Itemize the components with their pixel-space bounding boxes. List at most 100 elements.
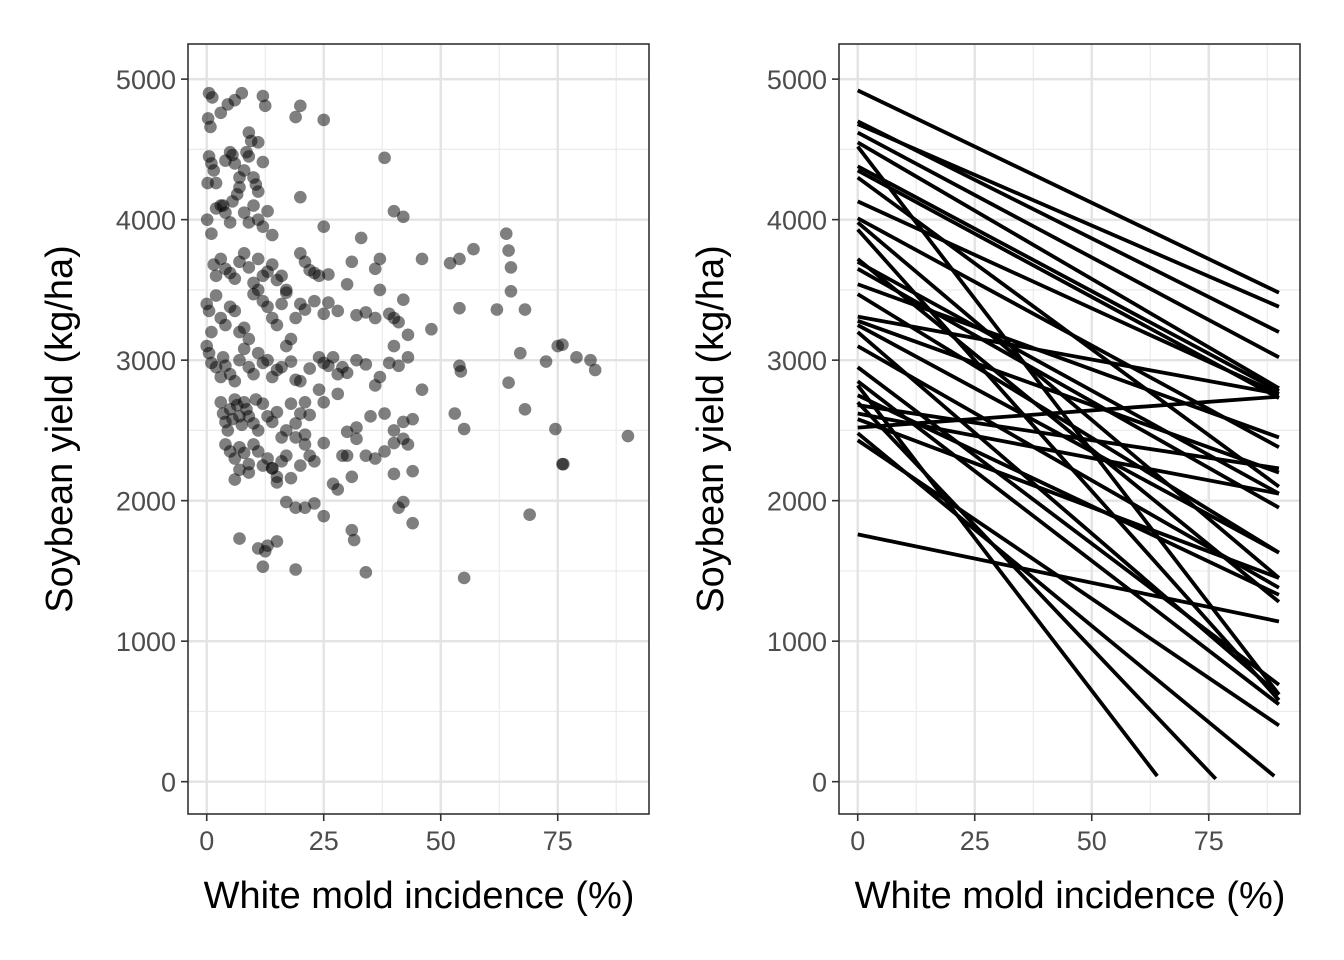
left-y-tick-label: 2000 bbox=[116, 487, 176, 517]
scatter-point bbox=[261, 300, 274, 314]
scatter-point bbox=[279, 449, 293, 462]
regression-line bbox=[857, 282, 1280, 440]
scatter-point bbox=[364, 410, 377, 423]
scatter-point bbox=[270, 318, 284, 332]
regression-line bbox=[856, 122, 1280, 309]
regression-line bbox=[856, 199, 1280, 396]
right-y-tick-label: 1000 bbox=[767, 627, 827, 657]
scatter-point bbox=[270, 470, 284, 484]
scatter-point bbox=[621, 429, 635, 443]
scatter-point bbox=[294, 99, 307, 113]
scatter-point bbox=[373, 283, 387, 297]
scatter-point bbox=[401, 438, 415, 451]
scatter-point bbox=[345, 523, 359, 537]
scatter-point bbox=[345, 255, 359, 269]
scatter-point bbox=[448, 407, 462, 420]
scatter-point bbox=[317, 220, 331, 233]
right-y-tick-label: 0 bbox=[812, 768, 827, 798]
scatter-point bbox=[258, 99, 272, 113]
regression-line bbox=[857, 532, 1280, 624]
scatter-point bbox=[200, 213, 214, 226]
scatter-point bbox=[453, 252, 466, 266]
scatter-point bbox=[207, 164, 221, 177]
scatter-point bbox=[251, 346, 265, 360]
scatter-point bbox=[354, 231, 368, 245]
scatter-point bbox=[228, 452, 242, 465]
scatter-point bbox=[237, 446, 251, 460]
scatter-point bbox=[270, 535, 284, 548]
scatter-point bbox=[378, 151, 391, 165]
right-x-tick-label: 25 bbox=[960, 826, 990, 856]
scatter-point bbox=[396, 495, 410, 509]
regression-line bbox=[856, 384, 1159, 778]
scatter-point bbox=[298, 501, 312, 514]
scatter-point bbox=[228, 304, 242, 318]
scatter-point bbox=[214, 106, 228, 120]
scatter-point bbox=[396, 293, 410, 307]
scatter-point bbox=[331, 387, 345, 401]
regression-line bbox=[857, 319, 1280, 475]
scatter-point bbox=[298, 303, 312, 316]
scatter-point bbox=[502, 244, 515, 257]
scatter-point bbox=[523, 508, 536, 522]
scatter-point bbox=[326, 351, 340, 364]
scatter-point bbox=[294, 374, 307, 388]
scatter-point bbox=[289, 311, 302, 325]
scatter-point bbox=[289, 563, 302, 576]
regression-line bbox=[856, 438, 1281, 728]
scatter-point bbox=[242, 466, 256, 479]
scatter-point bbox=[415, 383, 429, 396]
scatter-point bbox=[378, 407, 391, 420]
scatter-point bbox=[518, 303, 532, 316]
scatter-point bbox=[235, 418, 249, 432]
scatter-point bbox=[289, 431, 302, 444]
scatter-point bbox=[251, 283, 265, 297]
scatter-point bbox=[317, 396, 331, 409]
scatter-point bbox=[331, 304, 345, 318]
scatter-point bbox=[237, 164, 251, 177]
scatter-point bbox=[298, 438, 312, 451]
scatter-point bbox=[265, 228, 279, 242]
scatter-point bbox=[209, 289, 223, 302]
regression-line bbox=[856, 140, 1280, 390]
scatter-point bbox=[406, 464, 419, 478]
scatter-point bbox=[312, 383, 326, 396]
scatter-point bbox=[387, 424, 401, 437]
scatter-point bbox=[256, 560, 270, 574]
scatter-point bbox=[392, 315, 405, 329]
right-y-tick-label: 5000 bbox=[767, 65, 827, 95]
scatter-point bbox=[289, 110, 302, 124]
scatter-point bbox=[359, 306, 373, 319]
scatter-point bbox=[206, 91, 219, 104]
scatter-point bbox=[223, 216, 237, 229]
scatter-point bbox=[205, 325, 218, 339]
regression-line bbox=[856, 216, 1280, 449]
scatter-point bbox=[340, 425, 354, 439]
scatter-point bbox=[237, 321, 251, 335]
right-x-tick-label: 50 bbox=[1077, 826, 1107, 856]
scatter-point bbox=[308, 294, 321, 308]
regression-line bbox=[856, 88, 1280, 295]
scatter-point bbox=[251, 136, 265, 149]
scatter-point bbox=[279, 339, 293, 353]
scatter-point bbox=[279, 286, 293, 300]
scatter-point bbox=[467, 242, 480, 256]
scatter-point bbox=[209, 269, 223, 283]
scatter-point bbox=[504, 261, 518, 274]
scatter-point bbox=[453, 301, 466, 315]
scatter-point bbox=[233, 353, 246, 367]
scatter-point bbox=[233, 532, 246, 545]
scatter-point bbox=[233, 181, 246, 194]
scatter-point bbox=[202, 304, 216, 318]
scatter-point bbox=[378, 445, 391, 458]
regression-line bbox=[857, 417, 1280, 580]
left-y-tick-label: 1000 bbox=[116, 627, 176, 657]
regression-line bbox=[857, 403, 1280, 471]
scatter-point bbox=[401, 328, 415, 342]
scatter-point bbox=[457, 571, 471, 585]
regression-line bbox=[856, 260, 1280, 496]
scatter-point bbox=[340, 449, 354, 462]
right-panel-border bbox=[838, 43, 1301, 815]
scatter-point bbox=[242, 150, 256, 163]
